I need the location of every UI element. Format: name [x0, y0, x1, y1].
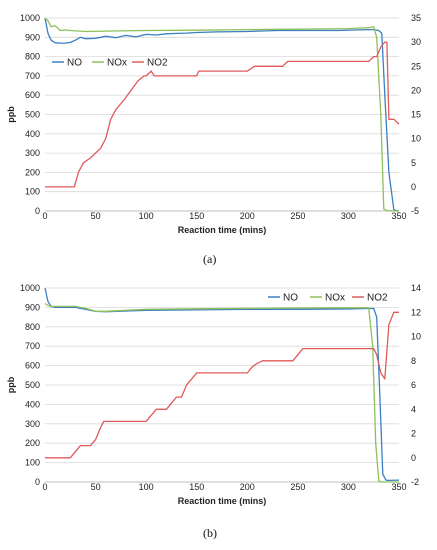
x-tick-label: 200 [240, 482, 255, 492]
legend-label-nox: NOx [107, 58, 127, 69]
y-tick-label: 700 [25, 341, 40, 351]
y2-tick-label: 15 [411, 110, 421, 120]
y-axis-label: ppb [6, 106, 16, 123]
y-tick-label: 500 [25, 380, 40, 390]
y2-tick-label: 0 [411, 182, 416, 192]
y-tick-label: 700 [25, 71, 40, 81]
y2-tick-label: 0 [411, 453, 416, 463]
y2-tick-label: 4 [411, 404, 416, 414]
legend: NO NOx NO2 [268, 293, 388, 304]
x-tick-label: 300 [341, 482, 356, 492]
y-tick-label: 0 [35, 477, 40, 487]
series-line-no2 [45, 41, 400, 188]
x-axis-label: Reaction time (mins) [178, 496, 267, 506]
y2-tick-label: 20 [411, 85, 421, 95]
y-tick-label: 500 [25, 110, 40, 120]
y-tick-label: 900 [25, 302, 40, 312]
y-tick-label: 300 [25, 419, 40, 429]
y-tick-label: 100 [25, 458, 40, 468]
x-tick-label: 150 [189, 482, 204, 492]
y-tick-label: 900 [25, 32, 40, 42]
y-tick-label: 200 [25, 438, 40, 448]
legend-label-no: NO [67, 58, 82, 69]
y2-tick-label: 25 [411, 61, 421, 71]
x-tick-label: 350 [391, 211, 406, 221]
y-tick-label: 100 [25, 187, 40, 197]
y-tick-label: 600 [25, 361, 40, 371]
x-tick-label: 250 [290, 211, 305, 221]
x-axis-label: Reaction time (mins) [178, 225, 267, 235]
y-tick-label: 200 [25, 167, 40, 177]
x-tick-label: 150 [189, 211, 204, 221]
panel-label-b: (b) [203, 526, 217, 540]
y-tick-label: 1000 [20, 283, 40, 293]
legend-label-nox: NOx [325, 293, 345, 304]
y-tick-label: 1000 [20, 13, 40, 23]
x-tick-label: 50 [91, 211, 101, 221]
chart-panel-b: 01002003004005006007008009001000-2024681… [6, 283, 421, 506]
y-tick-label: 0 [35, 206, 40, 216]
y2-tick-label: 6 [411, 380, 416, 390]
x-tick-label: 300 [341, 211, 356, 221]
x-tick-label: 200 [240, 211, 255, 221]
y2-tick-label: -2 [411, 477, 419, 487]
legend-label-no2: NO2 [367, 293, 388, 304]
y-tick-label: 800 [25, 52, 40, 62]
y2-tick-label: 10 [411, 332, 421, 342]
y-tick-label: 600 [25, 90, 40, 100]
y2-tick-label: 12 [411, 307, 421, 317]
x-tick-label: 50 [91, 482, 101, 492]
panel-label-a: (a) [203, 252, 217, 266]
x-tick-label: 250 [290, 482, 305, 492]
series-line-no [44, 287, 400, 482]
x-tick-label: 0 [42, 211, 47, 221]
chart-panel-a: 01002003004005006007008009001000-5051015… [6, 13, 421, 235]
y2-tick-label: 5 [411, 158, 416, 168]
legend: NO NOx NO2 [52, 58, 168, 69]
series-line-no [44, 17, 400, 212]
y2-tick-label: 8 [411, 356, 416, 366]
legend-label-no2: NO2 [147, 58, 168, 69]
y2-tick-label: 35 [411, 13, 421, 23]
x-tick-label: 350 [391, 482, 406, 492]
x-tick-label: 100 [139, 482, 154, 492]
series-line-no2 [45, 311, 399, 459]
y-tick-label: 400 [25, 399, 40, 409]
y-tick-label: 800 [25, 322, 40, 332]
y-tick-label: 300 [25, 148, 40, 158]
series-line-nox [44, 17, 400, 212]
x-tick-label: 0 [42, 482, 47, 492]
series-line-nox [44, 302, 399, 483]
y-axis-label: ppb [6, 376, 16, 393]
y2-tick-label: -5 [411, 206, 419, 216]
x-tick-label: 100 [139, 211, 154, 221]
legend-label-no: NO [283, 293, 298, 304]
y-tick-label: 400 [25, 129, 40, 139]
y2-tick-label: 10 [411, 134, 421, 144]
y2-tick-label: 14 [411, 283, 421, 293]
y2-tick-label: 2 [411, 429, 416, 439]
y2-tick-label: 30 [411, 37, 421, 47]
